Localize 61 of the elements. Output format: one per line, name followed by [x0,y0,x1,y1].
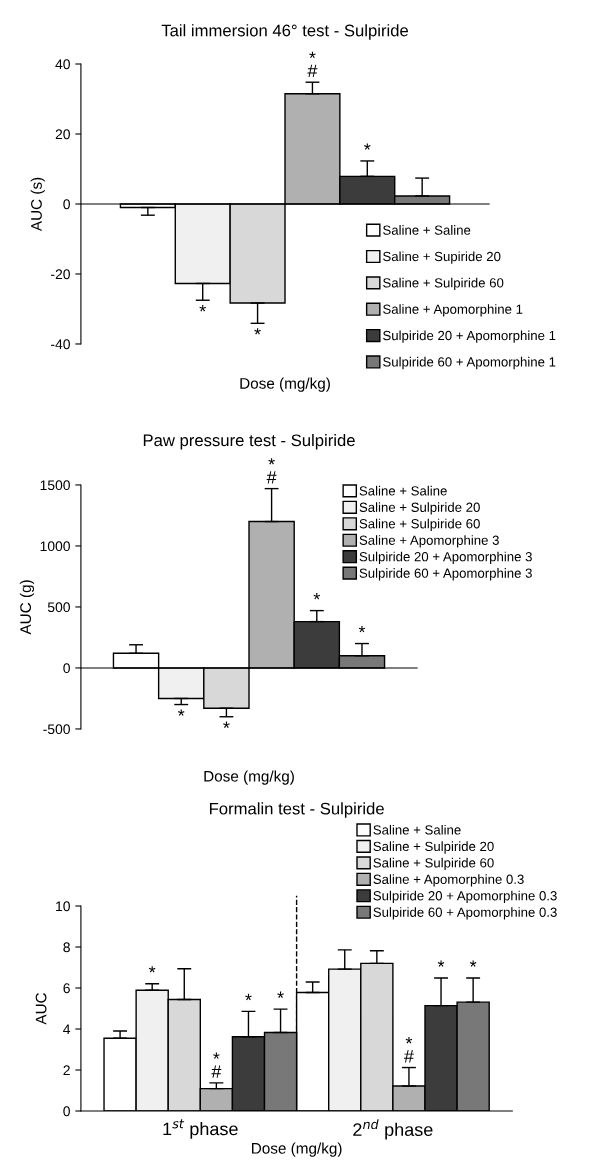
data-label: * [313,593,321,600]
y-tick-label: 1000 [40,541,70,552]
y-tick-label: 0 [63,663,70,674]
y-tick-label: 10 [56,901,70,912]
legend-label: Saline + Sulpiride 60 [383,277,504,291]
y-axis-title: AUC (s) [30,177,45,232]
legend-label: Saline + Apomorphine 3 [359,535,499,548]
y-tick-label: 4 [63,1024,71,1035]
data-label: * [178,709,185,716]
legend-label: Saline + Saline [373,824,461,835]
y-tick-label: -40 [51,339,70,350]
chart-title: Formalin test - Sulpiride [209,802,384,818]
legend-label: Sulpiride 20 + Apomorphine 1 [383,330,556,343]
data-label: * [358,625,366,633]
data-label: * [469,960,477,967]
data-label: * # [211,1052,222,1078]
x-axis-title: Dose (mg/kg) [204,770,294,785]
legend-label: Saline + Saline [383,225,471,235]
legend-label: Sulpiride 20 + Apomorphine 0.3 [373,890,557,904]
data-label: * [148,966,156,973]
legend-label: Saline + Sulpiride 20 [359,502,480,515]
data-label: * [437,960,445,967]
y-tick-label: -20 [51,269,70,280]
legend-label: Saline + Sulpiride 60 [359,518,480,532]
y-tick-label: 6 [63,983,70,994]
data-label: * [364,143,371,150]
legend-label: Sulpiride 60 + Apomorphine 1 [383,356,556,370]
data-label: * [254,328,261,335]
y-tick-label: 40 [55,59,70,70]
legend-label: Saline + Sulpiride 20 [373,841,494,854]
data-label: * # [404,1037,414,1063]
y-tick-label: 0 [63,1106,70,1117]
data-label: * # [307,51,318,78]
legend-label: Sulpiride 60 + Apomorphine 0.3 [373,907,557,920]
y-axis-title: AUC (g) [19,580,35,635]
chart-title: Paw pressure test - Sulpiride [143,433,355,450]
legend-label: Saline + Apomorphine 0.3 [373,874,524,887]
y-tick-label: 2 [63,1065,70,1076]
y-tick-label: 1500 [40,480,70,491]
chart-title: Tail immersion 46° test - Sulpiride [161,24,409,40]
y-tick-label: 500 [47,602,70,613]
x-tick-label: 2$^{nd}$ phase [353,1119,433,1140]
y-tick-label: -500 [43,724,70,735]
legend-label: Sulpiride 20 + Apomorphine 3 [359,551,532,564]
legend-label: Saline + Saline [359,485,447,496]
x-tick-label: 1$^{st}$ phase [163,1119,238,1139]
y-tick-label: 8 [63,942,70,953]
data-label: * # [266,458,277,484]
legend-label: Saline + Apomorphine 1 [383,304,523,317]
legend-label: Saline + Supiride 20 [383,251,501,264]
x-axis-title: Dose (mg/kg) [252,1142,342,1157]
y-tick-label: 20 [55,129,70,140]
legend-label: Sulpiride 60 + Apomorphine 3 [359,568,532,581]
y-axis-title: AUC [35,992,47,1025]
data-label: * [223,721,230,728]
x-axis-title: Dose (mg/kg) [240,377,330,392]
data-label: * [199,305,206,312]
y-tick-label: 0 [63,199,70,210]
data-label: * [245,993,252,1001]
data-label: * [277,991,284,998]
legend-label: Saline + Sulpiride 60 [373,857,494,871]
